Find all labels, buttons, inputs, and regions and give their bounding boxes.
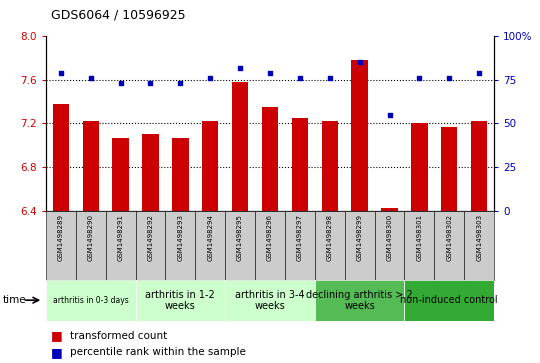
Point — [385, 112, 394, 118]
Text: GSM1498301: GSM1498301 — [416, 214, 422, 261]
Text: GSM1498293: GSM1498293 — [177, 214, 184, 261]
Bar — [46, 211, 76, 280]
Text: transformed count: transformed count — [70, 331, 167, 341]
Bar — [136, 211, 165, 280]
Point — [206, 75, 214, 81]
Point — [355, 60, 364, 65]
Bar — [142, 134, 159, 211]
Bar — [404, 280, 494, 321]
Bar — [136, 280, 225, 321]
Text: GSM1498297: GSM1498297 — [297, 214, 303, 261]
Bar — [471, 121, 488, 211]
Bar — [321, 121, 338, 211]
Bar — [76, 211, 106, 280]
Point — [236, 65, 245, 70]
Bar — [345, 211, 375, 280]
Point — [146, 81, 155, 86]
Text: GSM1498294: GSM1498294 — [207, 214, 213, 261]
Text: GSM1498289: GSM1498289 — [58, 214, 64, 261]
Text: time: time — [3, 295, 26, 305]
Point — [266, 70, 274, 76]
Bar — [262, 107, 278, 211]
Point — [86, 75, 95, 81]
Bar — [411, 123, 428, 211]
Point — [176, 81, 185, 86]
Bar — [202, 121, 219, 211]
Bar — [232, 82, 248, 211]
Text: GSM1498290: GSM1498290 — [87, 214, 94, 261]
Bar — [381, 208, 398, 211]
Text: arthritis in 0-3 days: arthritis in 0-3 days — [53, 296, 129, 305]
Text: arthritis in 3-4
weeks: arthritis in 3-4 weeks — [235, 290, 305, 311]
Bar — [441, 127, 457, 211]
Text: GSM1498300: GSM1498300 — [387, 214, 393, 261]
Bar — [434, 211, 464, 280]
Bar — [83, 121, 99, 211]
Text: GSM1498291: GSM1498291 — [118, 214, 124, 261]
Bar — [375, 211, 404, 280]
Bar — [195, 211, 225, 280]
Bar — [165, 211, 195, 280]
Point — [475, 70, 483, 76]
Bar — [315, 280, 404, 321]
Text: GSM1498299: GSM1498299 — [356, 214, 363, 261]
Bar — [52, 104, 69, 211]
Text: non-induced control: non-induced control — [401, 295, 498, 305]
Bar — [292, 118, 308, 211]
Point — [445, 75, 454, 81]
Point — [415, 75, 424, 81]
Point — [57, 70, 65, 76]
Text: GSM1498292: GSM1498292 — [147, 214, 153, 261]
Text: GSM1498296: GSM1498296 — [267, 214, 273, 261]
Text: declining arthritis > 2
weeks: declining arthritis > 2 weeks — [306, 290, 413, 311]
Text: GSM1498298: GSM1498298 — [327, 214, 333, 261]
Bar — [106, 211, 136, 280]
Bar — [464, 211, 494, 280]
Bar — [352, 60, 368, 211]
Point — [295, 75, 304, 81]
Bar — [225, 211, 255, 280]
Point — [116, 81, 125, 86]
Text: percentile rank within the sample: percentile rank within the sample — [70, 347, 246, 357]
Text: ■: ■ — [51, 346, 63, 359]
Text: arthritis in 1-2
weeks: arthritis in 1-2 weeks — [145, 290, 215, 311]
Bar — [46, 280, 136, 321]
Bar — [404, 211, 434, 280]
Point — [326, 75, 334, 81]
Bar — [315, 211, 345, 280]
Text: GSM1498303: GSM1498303 — [476, 214, 482, 261]
Bar — [285, 211, 315, 280]
Bar — [172, 138, 188, 211]
Bar — [225, 280, 315, 321]
Bar — [112, 138, 129, 211]
Text: GSM1498302: GSM1498302 — [446, 214, 453, 261]
Bar — [255, 211, 285, 280]
Text: GDS6064 / 10596925: GDS6064 / 10596925 — [51, 9, 186, 22]
Text: ■: ■ — [51, 329, 63, 342]
Text: GSM1498295: GSM1498295 — [237, 214, 243, 261]
